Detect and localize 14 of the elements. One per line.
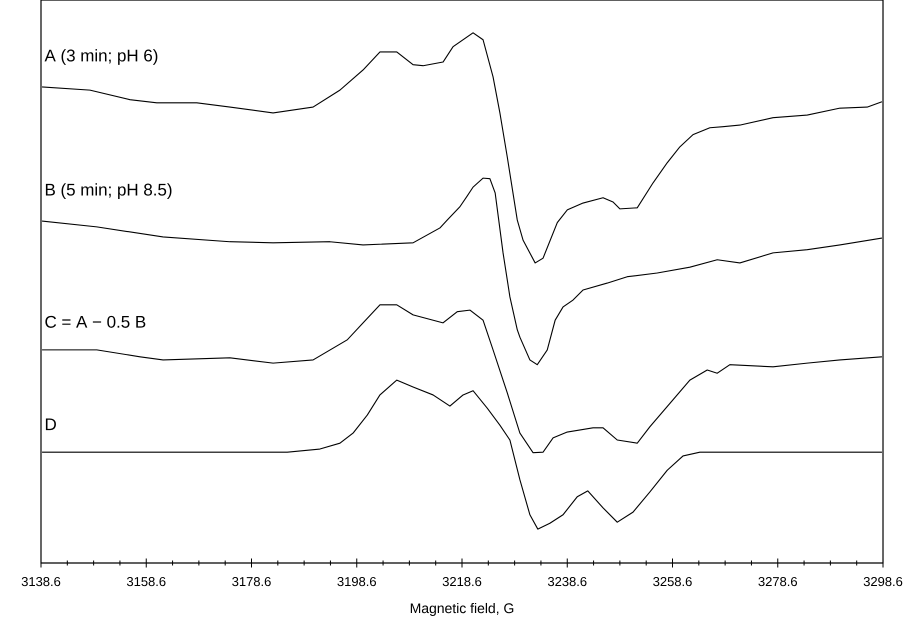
x-tick-label: 3198.6	[337, 576, 376, 586]
x-tick-label: 3298.6	[864, 576, 902, 586]
x-axis-title: Magnetic field, G	[410, 602, 514, 616]
series-label: A (3 min; pH 6)	[44, 49, 158, 65]
x-tick-label: 3158.6	[126, 576, 166, 586]
x-tick-label: 3278.6	[758, 576, 797, 586]
x-tick-label: 3238.6	[548, 576, 586, 586]
x-tick-label: 3258.6	[653, 576, 692, 586]
x-tick-label: 3138.6	[22, 576, 60, 586]
series-label: B (5 min; pH 8.5)	[46, 183, 172, 199]
x-tick-label: 3178.6	[232, 576, 271, 586]
series-label: D	[46, 418, 56, 430]
x-tick-label: 3218.6	[442, 576, 482, 586]
series-label: C = A − 0.5 B	[45, 316, 146, 328]
